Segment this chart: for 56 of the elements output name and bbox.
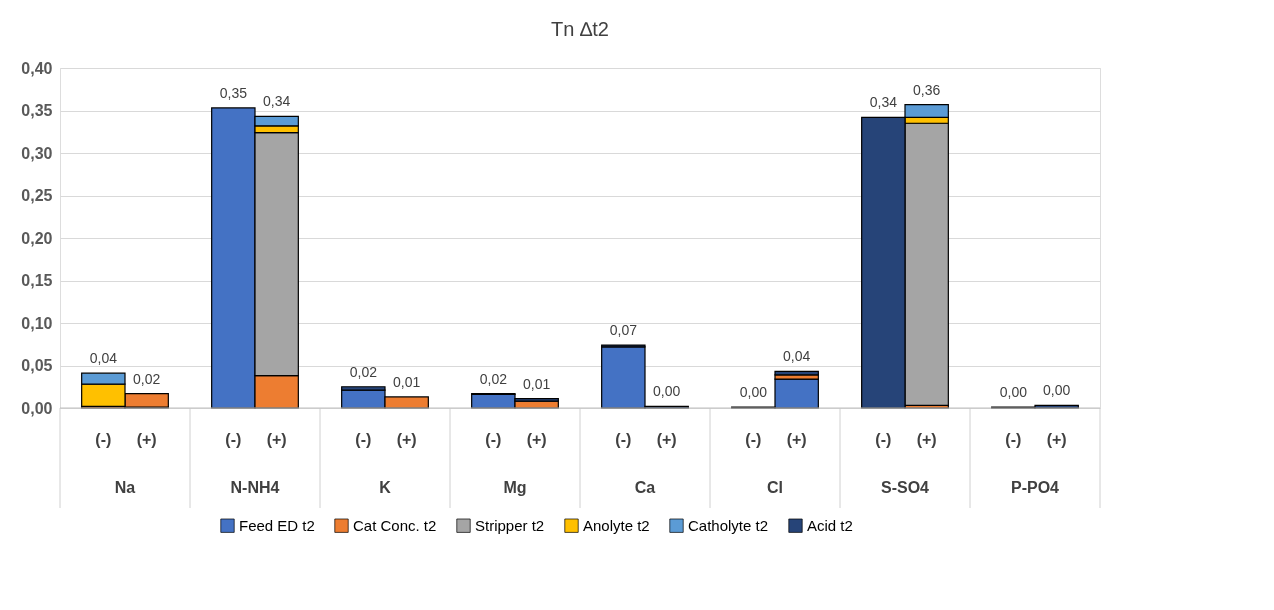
y-tick-label: 0,20 bbox=[21, 229, 53, 247]
legend-label: Acid t2 bbox=[807, 516, 853, 534]
total-label: 0,04 bbox=[89, 350, 118, 367]
total-label: 0,00 bbox=[653, 383, 681, 400]
y-tick-label: 0,35 bbox=[21, 102, 53, 119]
total-label: 0,36 bbox=[913, 81, 941, 98]
x-tick-label: (+) bbox=[656, 431, 677, 448]
x-tick-label: (+) bbox=[136, 431, 157, 448]
total-label: 0,01 bbox=[523, 375, 551, 392]
legend-label: Stripper t2 bbox=[475, 516, 545, 534]
x-tick-label: (-) bbox=[745, 431, 762, 448]
x-tick-label: (-) bbox=[485, 431, 502, 448]
y-tick-label: 0,15 bbox=[21, 272, 53, 289]
x-tick-label: (+) bbox=[786, 431, 807, 448]
text: Na bbox=[114, 479, 136, 496]
legend-label: Cat Conc. t2 bbox=[353, 516, 437, 534]
total-label: 0,34 bbox=[263, 93, 291, 110]
total-label: 0,04 bbox=[783, 348, 811, 365]
text: Ca bbox=[634, 479, 656, 496]
y-tick-label: 0,30 bbox=[21, 144, 53, 162]
total-label: 0,35 bbox=[219, 84, 248, 101]
y-tick-label: 0,05 bbox=[21, 357, 53, 374]
y-tick-label: 0,00 bbox=[21, 399, 53, 417]
y-tick-label: 0,25 bbox=[21, 187, 53, 204]
x-tick-label: (-) bbox=[355, 431, 372, 448]
text: K bbox=[379, 479, 392, 496]
x-tick-label: (+) bbox=[396, 431, 417, 448]
x-tick-label: (-) bbox=[225, 431, 242, 448]
legend-label: Feed ED t2 bbox=[239, 516, 315, 534]
text: Cl bbox=[767, 479, 783, 496]
total-label: 0,02 bbox=[349, 363, 378, 380]
total-label: 0,02 bbox=[133, 370, 161, 387]
text: Mg bbox=[503, 479, 527, 496]
y-tick-label: 0,10 bbox=[21, 314, 53, 332]
total-label: 0,01 bbox=[393, 373, 421, 390]
x-tick-label: (-) bbox=[875, 431, 892, 448]
x-tick-label: (-) bbox=[615, 431, 632, 448]
x-tick-label: (+) bbox=[266, 431, 287, 448]
total-label: 0,00 bbox=[1043, 382, 1071, 399]
x-tick-label: (+) bbox=[1046, 431, 1067, 448]
total-label: 0,00 bbox=[739, 384, 768, 401]
x-tick-label: (+) bbox=[526, 431, 547, 448]
text: S-SO4 bbox=[880, 479, 930, 496]
x-tick-label: (-) bbox=[1005, 431, 1022, 448]
x-tick-label: (+) bbox=[916, 431, 937, 448]
total-label: 0,00 bbox=[999, 384, 1028, 401]
x-tick-label: (-) bbox=[95, 431, 112, 448]
legend-label: Catholyte t2 bbox=[688, 516, 769, 534]
total-label: 0,02 bbox=[479, 370, 508, 387]
total-label: 0,07 bbox=[609, 322, 638, 339]
chart-title: Tn ∆t2 bbox=[551, 18, 609, 40]
text: P-PO4 bbox=[1010, 479, 1060, 496]
y-tick-label: 0,40 bbox=[21, 59, 53, 77]
legend-label: Anolyte t2 bbox=[583, 516, 650, 534]
text: N-NH4 bbox=[230, 479, 280, 496]
total-label: 0,34 bbox=[869, 94, 898, 111]
